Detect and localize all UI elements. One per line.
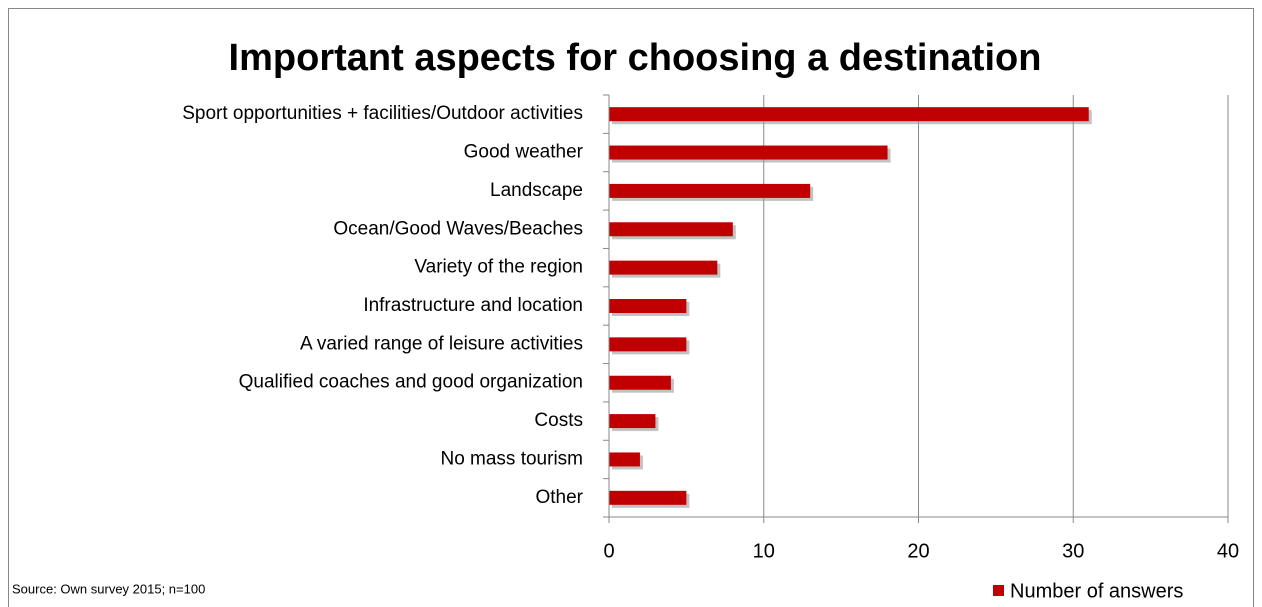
chart-title: Important aspects for choosing a destina… [229, 37, 1042, 79]
y-tick-label: Qualified coaches and good organization [239, 372, 583, 393]
bar [609, 183, 811, 198]
bar [609, 299, 687, 313]
x-tick-label: 40 [1217, 540, 1239, 562]
bar [609, 222, 733, 237]
x-tick-label: 30 [1062, 540, 1084, 562]
bar [609, 337, 687, 352]
bar [609, 490, 687, 505]
legend-swatch [993, 585, 1004, 596]
source-note: Source: Own survey 2015; n=100 [12, 581, 205, 596]
y-tick-label: Other [535, 487, 583, 508]
y-tick-label: Variety of the region [414, 257, 583, 278]
bar [609, 107, 1089, 122]
x-tick-label: 0 [603, 540, 614, 562]
y-tick-label: Landscape [490, 180, 583, 201]
bar [609, 145, 888, 160]
y-tick-label: Sport opportunities + facilities/Outdoor… [182, 103, 583, 124]
chart-border [8, 8, 1254, 607]
y-tick-label: No mass tourism [440, 448, 583, 469]
x-tick-label: 10 [753, 540, 775, 562]
legend-label: Number of answers [1010, 580, 1183, 602]
y-tick-label: Costs [534, 410, 583, 431]
y-tick-label: Good weather [464, 142, 584, 163]
bar [609, 452, 640, 467]
x-tick-label: 20 [907, 540, 929, 562]
bar [609, 260, 718, 275]
y-tick-label: Infrastructure and location [363, 295, 583, 316]
bar [609, 375, 671, 390]
bar [609, 414, 656, 429]
y-tick-label: A varied range of leisure activities [300, 333, 583, 354]
y-tick-label: Ocean/Good Waves/Beaches [333, 218, 583, 239]
